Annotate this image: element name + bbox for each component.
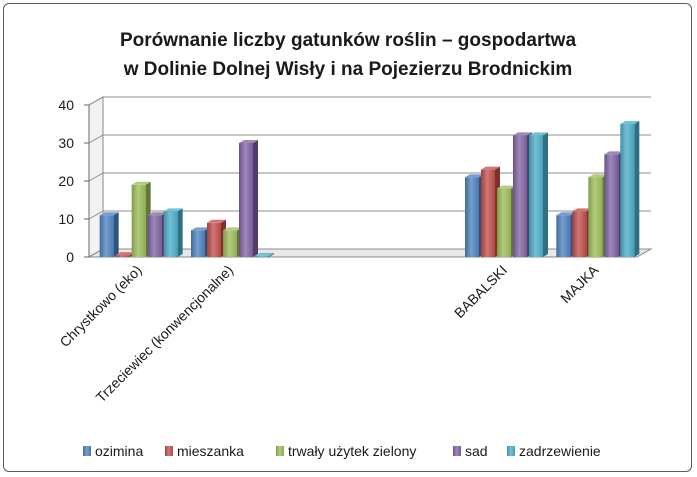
category-label: MAJKA: [557, 261, 602, 306]
legend-item: ozimina: [83, 443, 143, 459]
gridline: [88, 172, 651, 182]
bar-zadrzewienie-MAJKA: [620, 121, 640, 257]
legend-item: sad: [453, 443, 488, 459]
legend-swatch: [507, 446, 515, 456]
legend-item: mieszanka: [165, 443, 244, 459]
legend-label: mieszanka: [177, 443, 244, 459]
legend-swatch: [83, 446, 91, 456]
legend-label: sad: [465, 443, 488, 459]
category-label: Chrystkowo (eko): [56, 262, 144, 350]
gridline: [88, 134, 651, 144]
bar-zadrzewienie-BABALSKI: [529, 132, 548, 257]
chart-title-line-2: w Dolinie Dolnej Wisły i na Pojezierzu B…: [123, 59, 573, 80]
legend-label: zadrzewienie: [519, 443, 601, 459]
bar-zadrzewienie-Trzeciewiec (konwencjonalne): [255, 252, 274, 257]
legend-swatch: [276, 446, 284, 456]
bar-sad-Trzeciewiec (konwencjonalne): [239, 140, 258, 257]
legend-item: zadrzewienie: [507, 443, 601, 459]
y-tick-label: 0: [66, 249, 74, 265]
legend-swatch: [165, 446, 173, 456]
legend-label: trwały użytek zielony: [288, 443, 416, 459]
chart-title-line-1: Porównanie liczby gatunków roślin – gosp…: [120, 30, 576, 51]
y-tick-label: 40: [58, 97, 74, 113]
legend-label: ozimina: [95, 443, 143, 459]
legend-swatch: [453, 446, 461, 456]
legend-item: trwały użytek zielony: [276, 443, 416, 459]
y-tick-label: 20: [58, 173, 74, 189]
y-tick-label: 10: [58, 211, 74, 227]
bar-trwały-użytek-zielony-Chrystkowo (eko): [131, 181, 151, 257]
bar-zadrzewienie-Chrystkowo (eko): [163, 208, 183, 257]
y-tick-label: 30: [58, 135, 74, 151]
gridline: [88, 96, 651, 106]
bar-ozimina-Chrystkowo (eko): [99, 212, 119, 257]
category-label: BABALSKI: [451, 262, 510, 321]
